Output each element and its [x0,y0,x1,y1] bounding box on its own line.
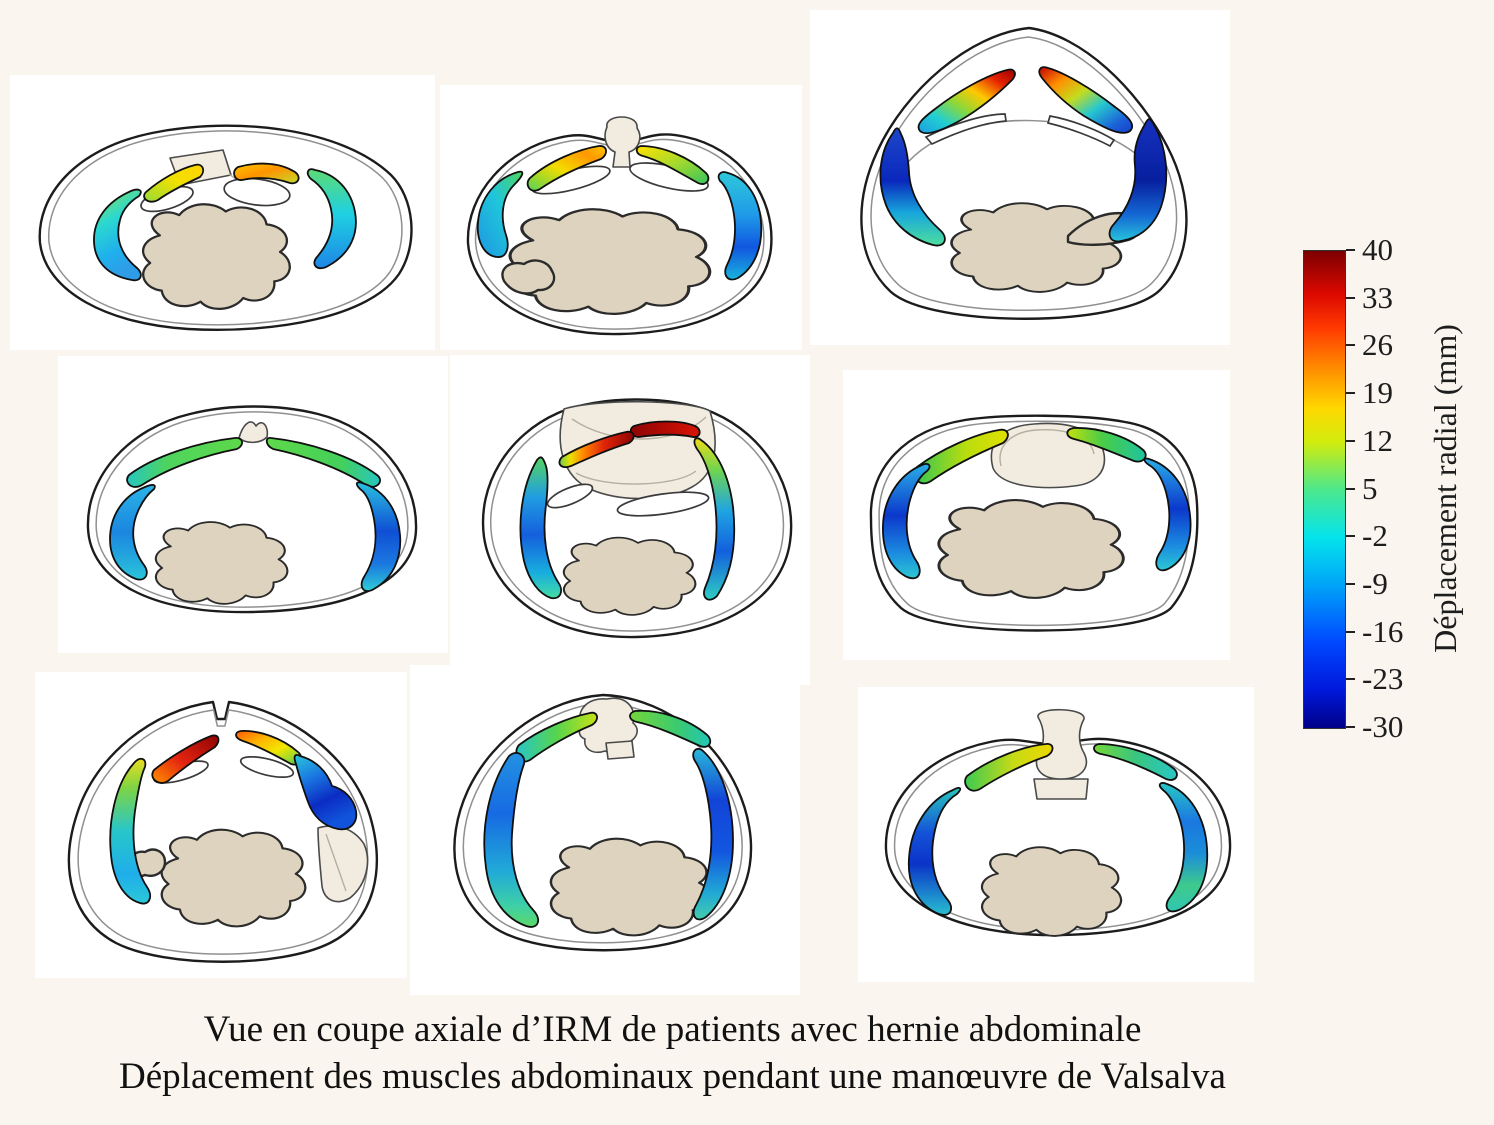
muscle-bands [93,162,357,282]
muscle-bands [519,420,736,601]
mri-panel-r3c3 [858,687,1254,982]
hernia-sac [604,116,641,168]
mri-panel-r2c2 [450,355,810,685]
muscle-bands [476,145,763,281]
muscle-bands [879,66,1168,247]
mri-panel-r2c3 [843,370,1230,660]
caption-line-1: Vue en coupe axiale d’IRM de patients av… [203,1009,1142,1050]
organ [501,207,712,316]
hernia-sac [317,825,369,903]
colorbar-gradient [1303,250,1346,729]
mri-panel-r3c2 [410,665,800,995]
muscle-compartments [924,113,1116,148]
mri-panel-r1c1 [10,75,435,350]
colorbar-axis-label: Déplacement radial (mm) [1426,324,1463,653]
hernia-sac [1033,708,1089,800]
figure-caption: Vue en coupe axiale d’IRM de patients av… [0,1006,1345,1100]
hernia-sac [238,421,269,444]
mri-panel-r1c3 [810,10,1230,345]
mri-panel-r3c1 [35,672,407,978]
caption-line-2: Déplacement des muscles abdominaux penda… [119,1056,1226,1097]
muscle-bands [882,427,1192,580]
muscle-bands [483,709,734,928]
colorbar: 40 33 26 19 12 5 -2 -9 -16 -23 -30 Dépla… [1303,234,1494,742]
muscle-compartments [546,483,710,517]
muscle-bands [907,743,1209,916]
muscle-bands [109,730,358,905]
mri-panel-r2c1 [58,356,448,653]
muscle-compartments [140,177,291,213]
mri-panel-r1c2 [440,85,802,350]
hernia-sac [578,697,638,760]
muscle-bands [109,437,402,592]
